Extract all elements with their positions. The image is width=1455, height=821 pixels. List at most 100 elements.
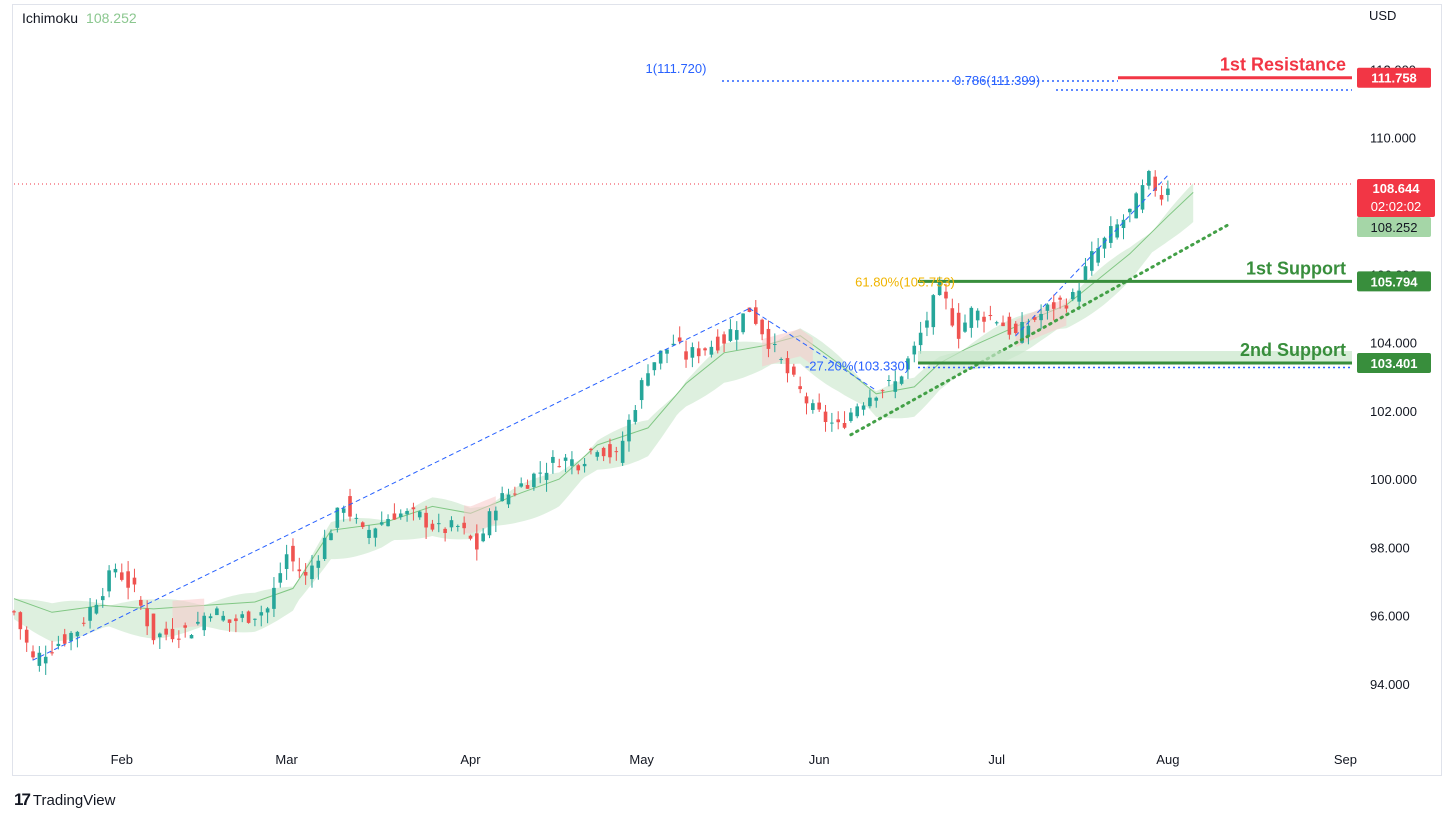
candle-body — [265, 608, 270, 613]
candle-body — [906, 358, 910, 370]
candle-body — [164, 628, 168, 635]
candle-body — [158, 633, 162, 638]
candle-body — [639, 380, 644, 401]
candle-body — [126, 571, 130, 588]
candle-body — [436, 523, 441, 525]
candle-body — [88, 607, 92, 621]
candle-body — [532, 473, 536, 488]
price-tag-text-0: 111.758 — [1371, 71, 1417, 86]
x-tick-label-1: Mar — [275, 752, 298, 767]
level-label-0: 1st Resistance — [1220, 55, 1346, 75]
candle-body — [899, 376, 904, 384]
candle-body — [132, 577, 137, 585]
candle-body — [1013, 323, 1018, 334]
candle-body — [1166, 188, 1170, 196]
candle-body — [1032, 317, 1037, 320]
candle-body — [215, 608, 219, 616]
fib-label-1: 0.786(111.399) — [954, 73, 1040, 88]
level-label-1: 1st Support — [1246, 258, 1346, 278]
candle-body — [107, 570, 111, 592]
candle-body — [582, 463, 587, 467]
candle-body — [253, 618, 257, 620]
candle-body — [202, 615, 206, 631]
candle-body — [525, 485, 530, 489]
candle-body — [417, 511, 422, 518]
candle-body — [12, 611, 16, 613]
trend-line-1 — [748, 307, 877, 391]
candle-body — [145, 608, 149, 627]
candle-body — [880, 390, 885, 392]
candle-body — [189, 634, 194, 639]
level-label-2: 2nd Support — [1240, 340, 1346, 360]
candle-body — [620, 440, 625, 463]
candle-body — [506, 494, 511, 505]
x-tick-label-7: Sep — [1334, 752, 1357, 767]
candle-body — [487, 511, 492, 536]
price-tag-0 — [1357, 67, 1431, 88]
candle-body — [500, 493, 504, 502]
candle-body — [1140, 185, 1145, 210]
candle-body — [931, 295, 936, 328]
candle-body — [994, 322, 999, 324]
candle-body — [696, 348, 701, 357]
candle-body — [75, 631, 80, 637]
candle-body — [792, 366, 796, 375]
candle-body — [494, 510, 498, 521]
candle-body — [322, 537, 327, 559]
candle-body — [1045, 304, 1050, 311]
candle-body — [398, 513, 403, 518]
candle-body — [481, 533, 485, 542]
candle-body — [354, 517, 359, 519]
candle-body — [1001, 322, 1005, 327]
candle-body — [633, 410, 638, 422]
candle-body — [684, 351, 688, 360]
candle-body — [227, 619, 232, 623]
candle-body — [830, 422, 834, 424]
candle-body — [1090, 251, 1094, 271]
candle-body — [1109, 226, 1113, 243]
candle-body — [272, 587, 276, 609]
candle-body — [379, 522, 384, 525]
current-price-text: 108.644 — [1373, 181, 1421, 196]
candle-body — [1115, 224, 1119, 238]
candle-body — [658, 350, 663, 364]
candle-body — [544, 472, 549, 480]
candle-body — [1020, 321, 1024, 343]
candle-body — [139, 599, 143, 606]
candle-body — [177, 638, 181, 640]
candle-body — [310, 565, 314, 580]
candle-body — [208, 616, 213, 619]
y-tick-label-2: 98.000 — [1370, 540, 1410, 555]
candle-body — [1026, 325, 1031, 337]
candle-body — [823, 411, 828, 423]
candle-body — [836, 419, 840, 423]
candle-body — [627, 419, 631, 442]
candle-body — [348, 496, 352, 517]
fib-label-2: 61.80%(105.753) — [855, 275, 955, 290]
candle-body — [937, 279, 942, 296]
candle-body — [1039, 313, 1043, 321]
candle-body — [804, 396, 809, 404]
price-tag-text-1: 105.794 — [1371, 274, 1419, 289]
candle-body — [1147, 171, 1151, 186]
y-tick-label-1: 96.000 — [1370, 609, 1410, 624]
candle-body — [240, 614, 245, 618]
indicator-legend[interactable]: Ichimoku 108.252 — [22, 10, 137, 26]
x-tick-label-2: Apr — [460, 752, 481, 767]
candle-body — [183, 625, 187, 628]
candle-body — [411, 507, 416, 510]
candle-body — [557, 466, 562, 468]
candle-body — [37, 652, 42, 666]
candle-body — [367, 529, 371, 539]
candle-body — [690, 347, 695, 358]
tradingview-brand[interactable]: 17 TradingView — [14, 790, 115, 810]
ichimoku-span-line — [13, 192, 1194, 613]
candle-body — [956, 312, 961, 339]
candle-body — [715, 336, 720, 351]
candle-body — [1153, 176, 1157, 191]
candle-body — [56, 643, 61, 647]
candle-body — [785, 358, 790, 374]
y-tick-label-5: 104.000 — [1370, 336, 1417, 351]
candle-body — [405, 511, 409, 515]
